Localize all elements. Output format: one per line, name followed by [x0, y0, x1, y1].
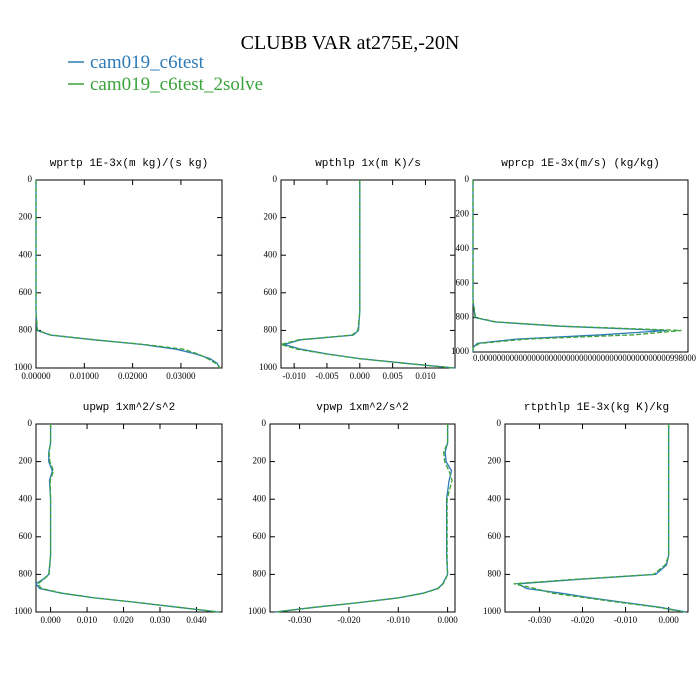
y-tick-label: 800 — [19, 568, 33, 578]
x-tick-label: 0.000 — [437, 615, 458, 625]
profile-line — [35, 180, 222, 369]
panel-title: vpwp 1xm^2/s^2 — [316, 402, 408, 414]
profile-line — [513, 424, 686, 613]
y-tick-label: 400 — [456, 243, 470, 253]
panel-title: rtpthlp 1E-3x(kg K)/kg — [524, 402, 669, 414]
y-tick-label: 600 — [456, 277, 470, 287]
panel-title: wpthlp 1x(m K)/s — [315, 158, 421, 170]
x-tick-label: 0.000 — [40, 615, 61, 625]
plot-frame — [472, 179, 689, 353]
y-tick-label: 0 — [262, 418, 267, 428]
y-tick-label: 200 — [253, 456, 267, 466]
y-tick-label: 200 — [19, 212, 33, 222]
y-tick-label: 400 — [19, 249, 33, 259]
plot-frame — [35, 179, 223, 369]
y-tick-label: 1000 — [259, 362, 278, 372]
y-tick-label: 800 — [19, 324, 33, 334]
x-tick-label: 0.010 — [415, 371, 436, 381]
y-tick-label: 1000 — [248, 606, 267, 616]
x-tick-label: -0.020 — [571, 615, 595, 625]
x-tick-label: -0.010 — [614, 615, 638, 625]
y-tick-label: 600 — [488, 531, 502, 541]
x-tick-label: 0.000 — [658, 615, 679, 625]
y-tick-label: 600 — [264, 287, 278, 297]
y-tick-label: 400 — [19, 493, 33, 503]
y-tick-label: 400 — [264, 249, 278, 259]
x-tick-label: -0.010 — [387, 615, 411, 625]
x-tick-label: 0.03000 — [166, 371, 196, 381]
profile-line — [274, 424, 453, 613]
y-tick-label: 600 — [19, 287, 33, 297]
y-tick-label: 1000 — [451, 346, 470, 356]
profile-line — [278, 180, 454, 369]
legend-entry: cam019_c6test — [90, 52, 205, 73]
y-tick-label: 1000 — [14, 362, 33, 372]
y-tick-label: 200 — [456, 208, 470, 218]
y-tick-label: 600 — [19, 531, 33, 541]
profile-line — [472, 180, 682, 352]
profile-line — [281, 180, 456, 369]
y-tick-label: 1000 — [483, 606, 502, 616]
y-tick-label: 800 — [456, 312, 470, 322]
x-tick-label: 0.005 — [382, 371, 403, 381]
y-tick-label: 400 — [488, 493, 502, 503]
y-tick-label: 0 — [28, 174, 33, 184]
x-tick-label: -0.030 — [288, 615, 312, 625]
y-tick-label: 200 — [488, 456, 502, 466]
y-tick-label: 200 — [19, 456, 33, 466]
y-tick-label: 400 — [253, 493, 267, 503]
y-tick-label: 200 — [264, 212, 278, 222]
plot-frame — [504, 423, 689, 613]
y-tick-label: 0 — [497, 418, 502, 428]
x-tick-label: 0.040 — [186, 615, 207, 625]
x-tick-label: -0.020 — [337, 615, 361, 625]
y-tick-label: 800 — [253, 568, 267, 578]
x-tick-label: 0.01000 — [70, 371, 100, 381]
profile-line — [35, 424, 219, 613]
plot-frame — [35, 423, 223, 613]
y-tick-label: 0 — [273, 174, 278, 184]
x-tick-label: 0.020 — [113, 615, 134, 625]
y-tick-label: 800 — [488, 568, 502, 578]
x-tick-label: 0.010 — [77, 615, 98, 625]
plot-frame — [280, 179, 456, 369]
profile-line — [36, 424, 220, 613]
figure-title: CLUBB VAR at275E,-20N — [241, 32, 460, 54]
plot-frame — [269, 423, 456, 613]
profile-line — [35, 180, 221, 369]
x-tick-label: 0.030 — [150, 615, 171, 625]
x-tick-label: -0.030 — [528, 615, 552, 625]
y-tick-label: 800 — [264, 324, 278, 334]
legend-entry: cam019_c6test_2solve — [90, 74, 263, 95]
x-tick-label: 0.000 — [350, 371, 371, 381]
x-tick-label: -0.010 — [283, 371, 307, 381]
x-tick-label: 0.02000 — [118, 371, 148, 381]
y-tick-label: 0 — [465, 174, 470, 184]
y-tick-label: 1000 — [14, 606, 33, 616]
panel-title: upwp 1xm^2/s^2 — [83, 402, 175, 414]
x-tick-label: -0.005 — [315, 371, 339, 381]
y-tick-label: 0 — [28, 418, 33, 428]
profile-line — [515, 424, 686, 613]
panel-title: wprtp 1E-3x(m kg)/(s kg) — [50, 158, 208, 170]
x-tick-label: 0.00000000000000000000000000000000000000… — [473, 353, 696, 363]
profile-line — [275, 424, 453, 613]
panel-title: wprcp 1E-3x(m/s) (kg/kg) — [501, 158, 659, 170]
y-tick-label: 600 — [253, 531, 267, 541]
x-tick-label: 0.00000 — [21, 371, 51, 381]
